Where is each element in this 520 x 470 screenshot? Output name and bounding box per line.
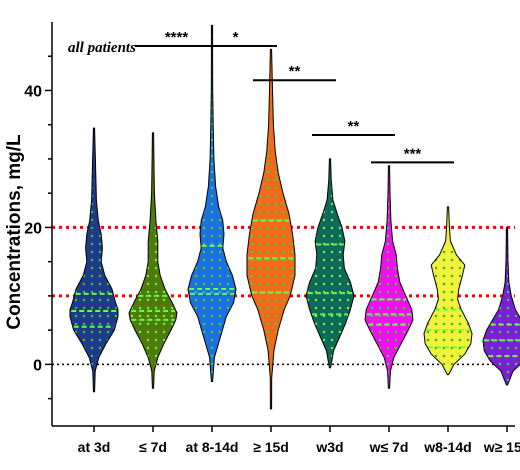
violin-7: [482, 226, 520, 386]
violin-3: [246, 48, 296, 410]
x-tick-label: ≤ 7d: [139, 439, 167, 455]
x-tick-label: w3d: [315, 439, 343, 455]
x-ticks: at 3d ≤ 7d at 8-14d ≥ 15d w3d w≤ 7d w8-14d w≥ 1…: [78, 426, 520, 455]
significance-bars: **** ********: [135, 29, 454, 164]
y-ticks: 0 20 40: [24, 55, 52, 400]
significance-label: **: [348, 118, 360, 135]
significance-label: **: [289, 63, 301, 80]
x-tick-label: w≤ 7d: [369, 439, 409, 455]
y-tick-label: 20: [24, 220, 42, 237]
violin-1: [128, 132, 178, 389]
x-tick-label: ≥ 15d: [253, 439, 289, 455]
x-tick-label: w8-14d: [423, 439, 471, 455]
violin-0: [69, 127, 119, 393]
x-tick-label: w≥ 15d: [483, 439, 520, 455]
significance-label: ***: [404, 145, 422, 162]
violin-6: [423, 206, 473, 376]
x-tick-label: at 8-14d: [186, 439, 239, 455]
panel-annotation: all patients: [68, 40, 136, 56]
violin-4: [305, 158, 355, 369]
significance-label: ****: [165, 29, 189, 46]
x-tick-label: at 3d: [78, 439, 111, 455]
violin-2: [187, 24, 237, 382]
y-tick-label: 40: [24, 83, 42, 100]
violin-5: [364, 165, 414, 389]
y-tick-label: 0: [33, 357, 42, 374]
axes: [51, 22, 515, 427]
violins: [69, 24, 520, 410]
y-axis-label: Concentrations, mg/L: [4, 134, 25, 330]
significance-label: *: [233, 29, 239, 46]
